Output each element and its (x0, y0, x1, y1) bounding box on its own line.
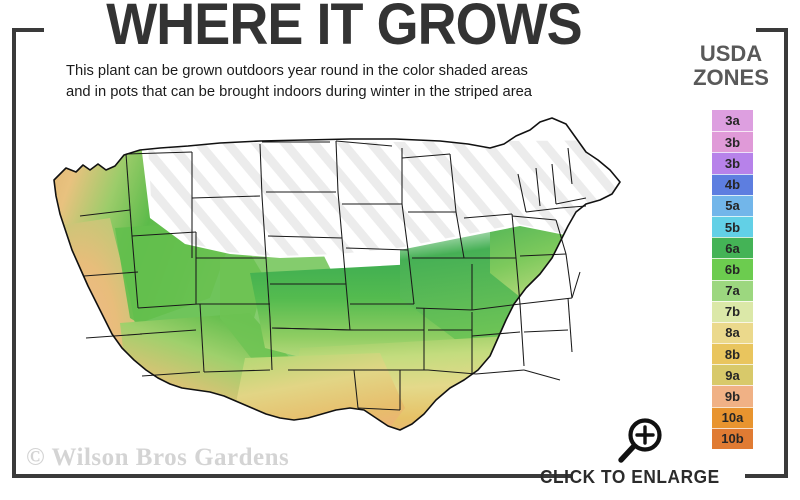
legend-title-line-1: USDA (699, 41, 763, 66)
subtitle-line-2: and in pots that can be brought indoors … (66, 83, 532, 100)
zone-swatch-8b: 8b (712, 343, 753, 365)
usda-zone-legend: 3a 3b 3b 4b 5a 5b 6a 6b 7a 7b 8a 8b 9a 9b 10a 10b (712, 110, 753, 449)
zone-label: 3a (725, 113, 740, 129)
zone-swatch-3b-2: 3b (712, 152, 753, 174)
region-texas (235, 353, 405, 430)
zone-label: 5b (724, 219, 741, 235)
zone-label: 7a (725, 283, 740, 299)
zone-swatch-6b: 6b (712, 258, 753, 280)
frame-border-top-left-stub (12, 28, 44, 32)
zone-label: 6b (724, 261, 741, 277)
zone-swatch-10b: 10b (712, 427, 753, 449)
frame-border-right (784, 28, 788, 478)
zone-label: 3b (724, 155, 741, 171)
usa-hardiness-map-svg[interactable] (20, 108, 660, 468)
region-striped-indoor-pots (148, 140, 620, 256)
zone-swatch-3b-1: 3b (712, 131, 753, 153)
zone-swatch-9a: 9a (712, 364, 753, 386)
legend-title: USDA ZONES (676, 42, 786, 90)
zone-swatch-8a: 8a (712, 321, 753, 344)
zone-swatch-7b: 7b (712, 300, 753, 322)
zone-label: 8b (724, 346, 741, 362)
zone-label: 8a (725, 325, 740, 341)
subtitle-text: This plant can be grown outdoors year ro… (66, 60, 609, 102)
frame-border-left (12, 28, 16, 478)
subtitle-line-1: This plant can be grown outdoors year ro… (66, 62, 528, 79)
zone-label: 7b (724, 304, 741, 320)
zone-swatch-7a: 7a (712, 279, 753, 301)
zone-label: 3b (724, 134, 741, 150)
zone-swatch-4b: 4b (712, 173, 753, 195)
legend-title-line-2: ZONES (693, 65, 769, 90)
zone-swatch-5b: 5b (712, 215, 753, 238)
zone-swatch-5a: 5a (712, 194, 753, 216)
state-borders (79, 140, 587, 411)
zone-swatch-6a: 6a (712, 237, 753, 259)
zone-label: 10b (721, 431, 744, 447)
zone-label: 5a (725, 198, 740, 214)
map-container[interactable] (20, 108, 660, 468)
map-color-layers (54, 118, 620, 466)
click-to-enlarge-label[interactable]: CLICK TO ENLARGE (540, 467, 720, 487)
zone-swatch-3a: 3a (712, 110, 753, 132)
copyright-watermark: © Wilson Bros Gardens (26, 444, 290, 471)
zone-label: 4b (724, 177, 741, 193)
magnifier-plus-icon[interactable] (614, 416, 666, 466)
page-title: WHERE IT GROWS (106, 0, 582, 57)
zone-label: 9b (724, 389, 741, 405)
region-south-florida-excluded (540, 430, 592, 466)
frame-border-top-right-stub (756, 28, 788, 32)
zone-swatch-10a: 10a (712, 406, 753, 428)
usa-national-outline (53, 117, 621, 431)
zone-label: 9a (725, 367, 740, 383)
zone-label: 6a (725, 240, 740, 256)
zone-swatch-9b: 9b (712, 385, 753, 407)
zone-label: 10a (721, 410, 744, 426)
region-florida (490, 373, 595, 430)
frame-border-bottom-right-stub (745, 474, 788, 478)
frame-border-bottom (12, 474, 572, 478)
